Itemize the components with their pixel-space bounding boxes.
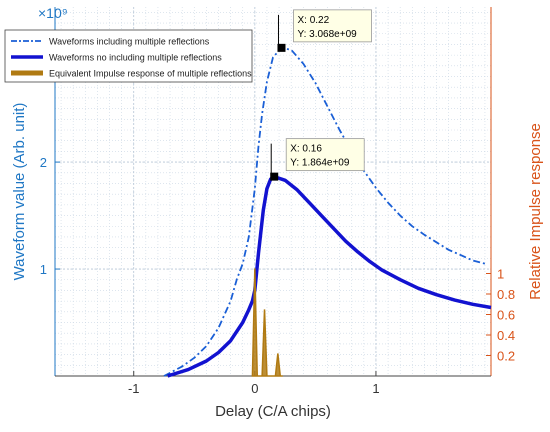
datatip-box (285, 138, 365, 172)
y-right-tick-label: 1 (497, 267, 504, 282)
x-tick-label: -1 (128, 381, 140, 396)
datatip-marker (270, 172, 279, 181)
legend-label: Waveforms including multiple reflections (49, 37, 210, 47)
legend-label: Equivalent Impulse response of multiple … (49, 69, 252, 79)
y-right-tick-label: 0.2 (497, 349, 515, 364)
datatip-y: Y: 3.068e+09 (297, 29, 357, 40)
datatip-y: Y: 1.864e+09 (290, 158, 350, 169)
legend-label: Waveforms no including multiple reflecti… (49, 53, 222, 63)
series-with-reflections-line (163, 47, 486, 377)
series-impulse-area (251, 268, 283, 377)
y-right-tick-label: 0.8 (497, 287, 515, 302)
datatip-x: X: 0.22 (297, 15, 329, 26)
datatip-marker (277, 43, 286, 52)
x-tick-label: 0 (251, 381, 258, 396)
y-left-tick-label: 2 (40, 155, 47, 170)
x-tick-label: 1 (372, 381, 379, 396)
x-axis-label: Delay (C/A chips) (215, 403, 331, 420)
legend (4, 29, 253, 83)
y-right-tick-label: 0.6 (497, 308, 515, 323)
datatip-box (293, 9, 372, 43)
y-left-tick-label: 1 (40, 262, 47, 277)
y-axis-left-label: Waveform value (Arb. unit) (11, 103, 28, 281)
datatip-x: X: 0.16 (290, 144, 322, 155)
series-without-reflections-line (167, 174, 492, 378)
y-axis-right-label: Relative Impulse response (527, 123, 544, 300)
y-right-tick-label: 0.4 (497, 328, 515, 343)
y-exponent-label: ×10⁹ (38, 5, 68, 21)
